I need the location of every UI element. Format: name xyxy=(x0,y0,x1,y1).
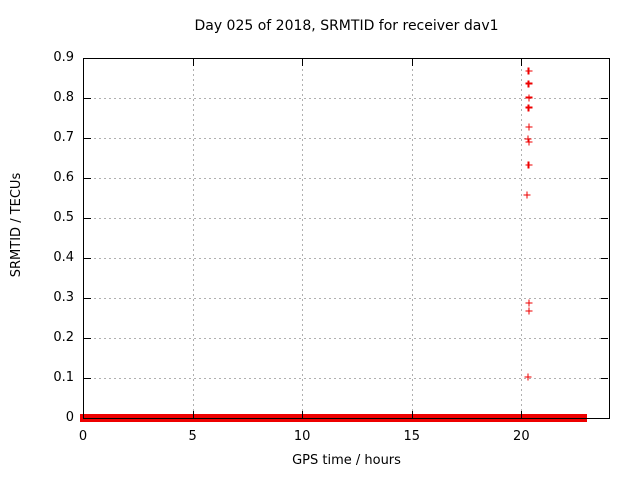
y-tick-mark-right xyxy=(601,338,608,339)
vertical-gridline xyxy=(192,59,194,417)
x-tick-mark-top xyxy=(302,59,304,66)
data-point-marker xyxy=(525,80,533,88)
x-tick-label: 20 xyxy=(513,429,530,444)
vertical-gridline xyxy=(411,59,413,417)
y-tick-label: 0.2 xyxy=(53,330,74,345)
y-tick-mark xyxy=(84,218,91,219)
y-tick-mark-right xyxy=(601,218,608,219)
vertical-gridline xyxy=(521,59,523,417)
x-tick-label: 5 xyxy=(188,429,197,444)
y-tick-mark xyxy=(84,258,91,259)
horizontal-gridline xyxy=(84,298,608,299)
data-point-marker xyxy=(525,104,533,112)
data-point-marker xyxy=(525,299,533,307)
y-tick-label: 0 xyxy=(65,410,74,425)
y-tick-mark xyxy=(84,338,91,339)
data-point-marker xyxy=(524,135,532,143)
horizontal-gridline xyxy=(84,98,608,99)
y-tick-label: 0.6 xyxy=(53,170,74,185)
y-tick-mark xyxy=(84,298,91,299)
x-tick-mark xyxy=(83,411,84,418)
x-tick-label: 10 xyxy=(293,429,311,444)
y-tick-label: 0.7 xyxy=(53,130,74,145)
horizontal-gridline xyxy=(84,378,608,379)
x-tick-mark xyxy=(192,411,194,418)
plot-area-border xyxy=(83,58,610,419)
data-point-marker xyxy=(525,67,533,75)
y-tick-label: 0.9 xyxy=(53,50,74,65)
x-axis-label: GPS time / hours xyxy=(292,453,401,468)
x-tick-mark-top xyxy=(521,59,523,66)
data-point-marker xyxy=(524,373,532,381)
x-tick-mark-top xyxy=(411,59,413,66)
x-tick-mark xyxy=(302,411,304,418)
y-tick-mark xyxy=(84,378,91,379)
y-tick-label: 0.5 xyxy=(53,210,74,225)
horizontal-gridline xyxy=(84,338,608,339)
vertical-gridline xyxy=(302,59,304,417)
x-tick-label: 15 xyxy=(403,429,421,444)
horizontal-gridline xyxy=(84,258,608,259)
y-tick-label: 0.3 xyxy=(53,290,74,305)
chart-title: Day 025 of 2018, SRMTID for receiver dav… xyxy=(194,18,499,34)
data-point-marker xyxy=(523,191,531,199)
x-tick-label: 0 xyxy=(78,429,88,444)
y-tick-mark xyxy=(84,178,91,179)
y-tick-mark xyxy=(84,98,91,99)
x-tick-mark xyxy=(521,411,523,418)
data-point-marker xyxy=(525,307,533,315)
y-tick-mark-right xyxy=(601,298,608,299)
y-tick-mark xyxy=(84,58,91,59)
y-axis-label: SRMTID / TECUs xyxy=(9,172,24,278)
y-tick-mark-right xyxy=(601,138,608,139)
y-tick-mark-right xyxy=(601,378,608,379)
y-tick-mark-right xyxy=(601,178,608,179)
data-point-marker xyxy=(525,138,533,146)
y-tick-label: 0.1 xyxy=(53,370,74,385)
x-tick-mark-top xyxy=(83,59,84,66)
horizontal-gridline xyxy=(84,178,608,179)
y-tick-mark xyxy=(84,418,91,419)
y-tick-mark-right xyxy=(601,58,608,59)
horizontal-gridline xyxy=(84,218,608,219)
y-tick-mark xyxy=(84,138,91,139)
horizontal-gridline xyxy=(84,138,608,139)
y-tick-mark-right xyxy=(601,258,608,259)
y-tick-label: 0.4 xyxy=(53,250,74,265)
y-tick-label: 0.8 xyxy=(53,90,74,105)
y-tick-mark-right xyxy=(601,418,608,419)
data-point-marker xyxy=(525,161,533,169)
data-point-marker xyxy=(525,123,533,131)
y-tick-mark-right xyxy=(601,98,608,99)
data-point-marker xyxy=(525,94,533,102)
x-tick-mark xyxy=(411,411,413,418)
x-tick-mark-top xyxy=(192,59,194,66)
